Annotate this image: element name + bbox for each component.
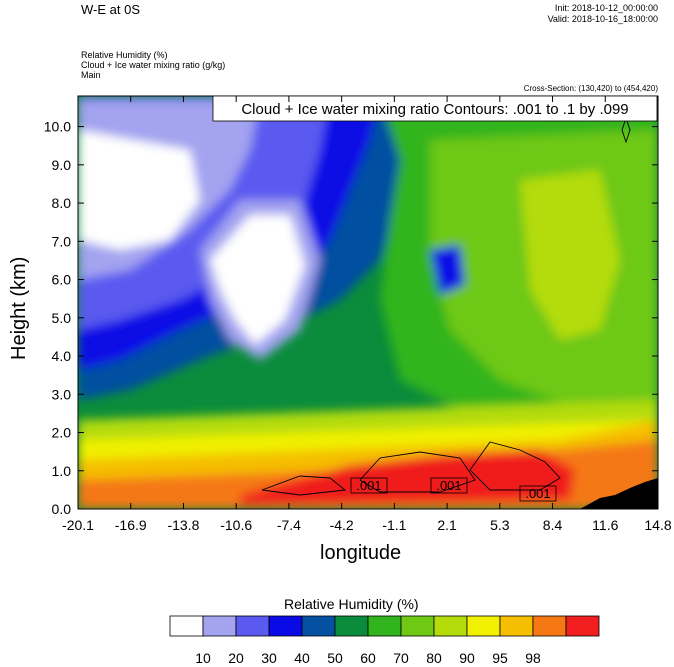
colorbar-label: 10 [195, 650, 211, 666]
colorbar-swatch [499, 615, 534, 637]
colorbar-swatch [367, 615, 402, 637]
contour-label-box [519, 485, 557, 502]
y-tick-label: 10.0 [44, 119, 71, 135]
y-tick-label: 7.0 [52, 233, 72, 249]
field-main: Main [81, 70, 101, 80]
contour-label: .001 [525, 486, 550, 501]
humidity-field [78, 96, 658, 509]
x-tick-label: 14.8 [644, 517, 671, 533]
cloud-contours [261, 116, 631, 496]
contour-labels: .001 .001 .001 [350, 477, 557, 502]
colorbar-label: 60 [360, 650, 376, 666]
colorbar-label: 40 [294, 650, 310, 666]
x-axis-label: longitude [320, 542, 402, 564]
colorbar-swatch [334, 615, 369, 637]
y-tick-label: 2.0 [52, 425, 72, 441]
x-tick-label: -16.9 [115, 517, 147, 533]
y-tick-label: 9.0 [52, 157, 72, 173]
contour-label-box [350, 477, 388, 494]
chart-title: W-E at 0S [81, 2, 141, 17]
x-axis: -20.1 -16.9 -13.8 -10.6 -7.4 -4.2 -1.1 2.1 5.3 8.… [62, 96, 672, 533]
valid-time: Valid: 2018-10-16_18:00:00 [547, 14, 658, 24]
colorbar: 10 20 30 40 50 60 70 80 90 95 98 [169, 615, 600, 666]
colorbar-label: 30 [261, 650, 277, 666]
contour-info-text: Cloud + Ice water mixing ratio Contours:… [241, 101, 628, 118]
x-tick-label: -4.2 [330, 517, 354, 533]
contour-label: .001 [436, 478, 461, 493]
colorbar-swatch [202, 615, 237, 637]
y-tick-label: 3.0 [52, 386, 72, 402]
colorbar-label: 98 [525, 650, 541, 666]
colorbar-label: 70 [393, 650, 409, 666]
field-rh: Relative Humidity (%) [81, 50, 168, 60]
colorbar-label: 50 [327, 650, 343, 666]
colorbar-label: 90 [459, 650, 475, 666]
cross-section-label: Cross-Section: (130,420) to (454,420) [523, 84, 658, 93]
colorbar-swatch [235, 615, 270, 637]
init-time: Init: 2018-10-12_00:00:00 [554, 3, 658, 13]
contour-label: .001 [356, 478, 381, 493]
y-tick-label: 4.0 [52, 348, 72, 364]
colorbar-label: 20 [228, 650, 244, 666]
colorbar-swatch [565, 615, 600, 637]
y-axis: 0.0 1.0 2.0 3.0 4.0 5.0 6.0 7.0 8.0 9.0 10.0 [44, 119, 658, 517]
colorbar-swatch [400, 615, 435, 637]
y-tick-label: 5.0 [52, 310, 72, 326]
colorbar-swatch [268, 615, 303, 637]
x-tick-label: 8.4 [543, 517, 563, 533]
y-tick-label: 0.0 [52, 501, 72, 517]
x-tick-label: -20.1 [62, 517, 94, 533]
x-tick-label: -10.6 [220, 517, 252, 533]
x-tick-label: -7.4 [277, 517, 301, 533]
time-info: Init: 2018-10-12_00:00:00 Valid: 2018-10… [548, 3, 658, 25]
field-cloud: Cloud + Ice water mixing ratio (g/kg) [81, 60, 226, 70]
contour-info-box [212, 95, 658, 122]
field-list: Relative Humidity (%) Cloud + Ice water … [81, 50, 225, 80]
x-tick-label: 5.3 [490, 517, 510, 533]
x-tick-label: -13.8 [167, 517, 199, 533]
x-tick-label: -1.1 [382, 517, 406, 533]
colorbar-swatch [466, 615, 501, 637]
colorbar-swatch [433, 615, 468, 637]
colorbar-label: 95 [492, 650, 508, 666]
y-tick-label: 1.0 [52, 463, 72, 479]
x-tick-label: 2.1 [437, 517, 457, 533]
y-tick-label: 8.0 [52, 195, 72, 211]
contour-label-box [430, 477, 468, 494]
colorbar-swatch [532, 615, 567, 637]
terrain [580, 478, 658, 509]
colorbar-label: 80 [426, 650, 442, 666]
y-tick-label: 6.0 [52, 272, 72, 288]
x-tick-label: 11.6 [592, 517, 618, 533]
y-axis-label: Height (km) [8, 256, 30, 360]
colorbar-swatch [169, 615, 204, 637]
colorbar-title: Relative Humidity (%) [284, 596, 419, 612]
colorbar-swatch [301, 615, 336, 637]
